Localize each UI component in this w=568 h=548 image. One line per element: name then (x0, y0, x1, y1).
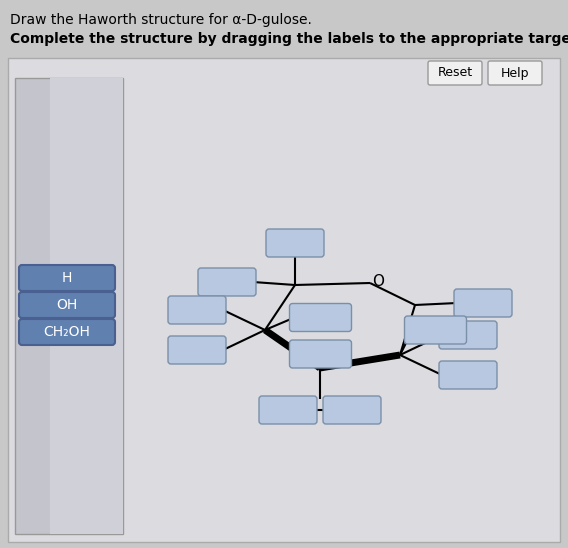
Text: Draw the Haworth structure for α-D-gulose.: Draw the Haworth structure for α-D-gulos… (10, 13, 312, 27)
FancyBboxPatch shape (439, 321, 497, 349)
Text: Complete the structure by dragging the labels to the appropriate targets.: Complete the structure by dragging the l… (10, 32, 568, 46)
FancyBboxPatch shape (428, 61, 482, 85)
FancyBboxPatch shape (454, 289, 512, 317)
Text: Reset: Reset (437, 66, 473, 79)
FancyBboxPatch shape (259, 396, 317, 424)
FancyBboxPatch shape (439, 361, 497, 389)
FancyBboxPatch shape (198, 268, 256, 296)
FancyBboxPatch shape (19, 265, 115, 291)
Bar (50, 78, 123, 534)
FancyBboxPatch shape (266, 229, 324, 257)
Text: OH: OH (56, 298, 78, 312)
FancyBboxPatch shape (168, 296, 226, 324)
Text: CH₂OH: CH₂OH (44, 325, 90, 339)
Text: H: H (62, 271, 72, 285)
FancyBboxPatch shape (19, 292, 115, 318)
FancyBboxPatch shape (404, 316, 466, 344)
FancyBboxPatch shape (8, 58, 560, 542)
FancyBboxPatch shape (488, 61, 542, 85)
Bar (15, 78, 123, 534)
FancyBboxPatch shape (168, 336, 226, 364)
Text: O: O (372, 275, 384, 289)
FancyBboxPatch shape (19, 319, 115, 345)
FancyBboxPatch shape (290, 340, 352, 368)
FancyBboxPatch shape (323, 396, 381, 424)
Text: Help: Help (501, 66, 529, 79)
FancyBboxPatch shape (290, 304, 352, 332)
